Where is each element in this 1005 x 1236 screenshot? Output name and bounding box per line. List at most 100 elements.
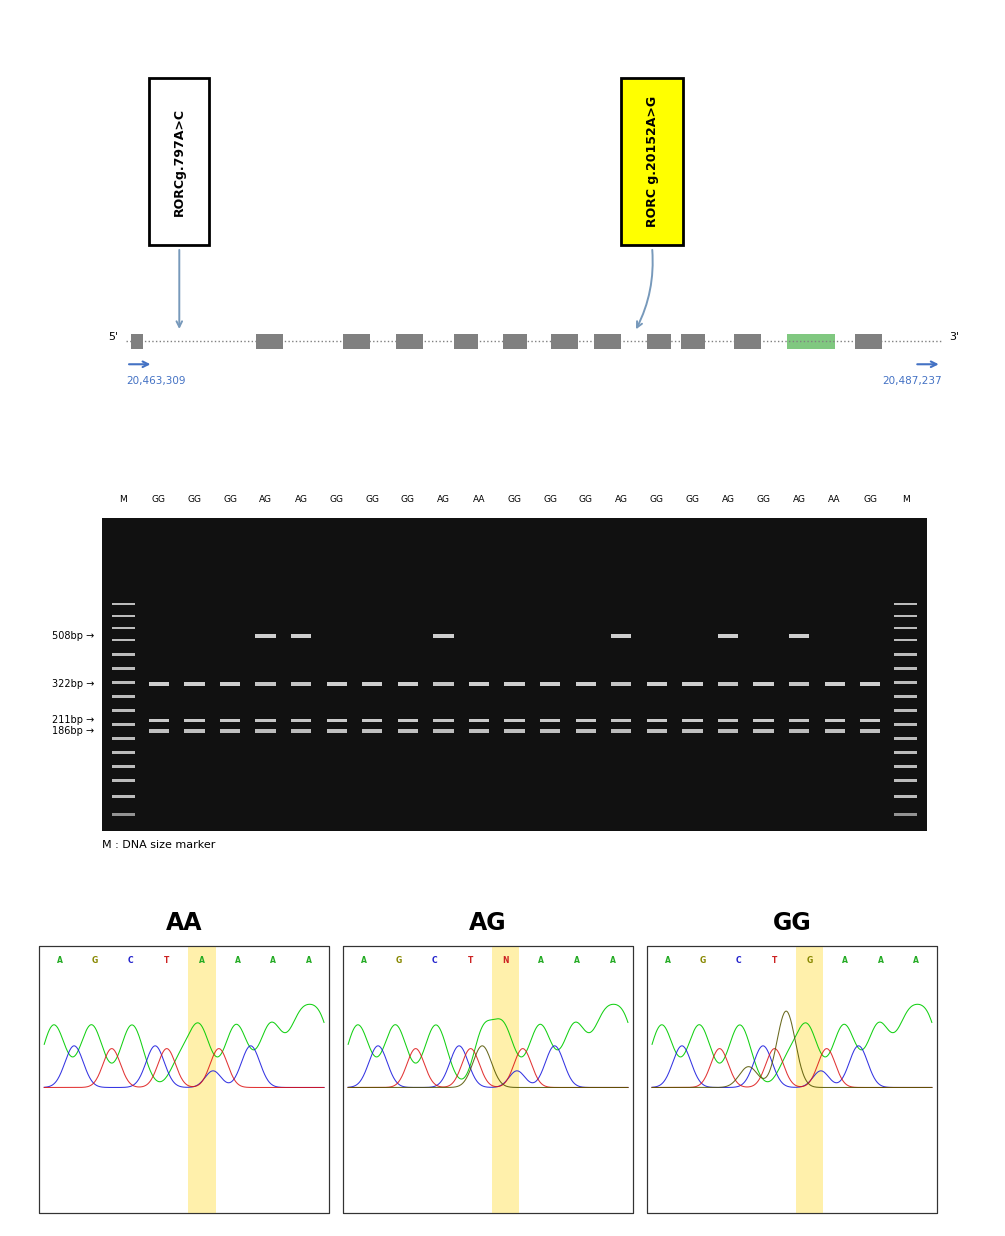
Text: AG: AG [469, 911, 507, 934]
Bar [682, 729, 702, 733]
Bar [647, 334, 671, 350]
Text: 211bp →: 211bp → [52, 716, 94, 726]
Bar [112, 751, 135, 754]
Text: GG: GG [188, 494, 201, 503]
Bar [540, 729, 560, 733]
Text: GG: GG [330, 494, 344, 503]
Text: 508bp →: 508bp → [52, 632, 94, 641]
Text: G: G [92, 957, 98, 965]
Text: AA: AA [166, 911, 202, 934]
Text: AG: AG [259, 494, 272, 503]
Bar [789, 729, 809, 733]
Bar [344, 334, 370, 350]
Bar [860, 682, 880, 686]
Bar [682, 682, 702, 686]
Bar [754, 682, 774, 686]
Bar [576, 682, 596, 686]
Bar [469, 682, 489, 686]
Bar [327, 682, 347, 686]
Bar [646, 718, 667, 722]
Bar [789, 682, 809, 686]
Bar [131, 334, 143, 350]
Bar [362, 682, 383, 686]
Bar [255, 634, 275, 638]
Bar [362, 729, 383, 733]
Text: A: A [199, 957, 205, 965]
Bar [854, 334, 881, 350]
Bar [492, 946, 520, 1213]
Bar [860, 718, 880, 722]
Bar [576, 718, 596, 722]
Bar [112, 681, 135, 684]
Bar [894, 737, 918, 740]
Bar [505, 729, 525, 733]
Bar [454, 334, 478, 350]
Bar [184, 718, 205, 722]
Bar [789, 634, 809, 638]
Bar [611, 682, 631, 686]
Bar [796, 946, 823, 1213]
Bar [112, 653, 135, 655]
Bar [540, 718, 560, 722]
Bar [646, 682, 667, 686]
Bar [112, 779, 135, 782]
Bar [754, 729, 774, 733]
Bar [398, 718, 418, 722]
Bar [894, 813, 918, 816]
Text: A: A [914, 957, 920, 965]
Bar [540, 682, 560, 686]
Bar [255, 682, 275, 686]
Bar [718, 729, 738, 733]
Bar [647, 946, 937, 1213]
Text: GG: GG [685, 494, 699, 503]
Text: A: A [610, 957, 615, 965]
Bar [327, 718, 347, 722]
Bar [894, 639, 918, 641]
Text: GG: GG [401, 494, 415, 503]
Bar [894, 653, 918, 655]
Bar [184, 682, 205, 686]
Bar [112, 614, 135, 618]
Bar [824, 729, 845, 733]
Bar [682, 718, 702, 722]
Bar [611, 729, 631, 733]
Bar [112, 723, 135, 726]
Bar [396, 334, 423, 350]
Bar [894, 614, 918, 618]
Text: A: A [664, 957, 670, 965]
Bar [433, 718, 453, 722]
Bar [103, 518, 927, 831]
Text: A: A [270, 957, 276, 965]
Bar [646, 729, 667, 733]
Text: 186bp →: 186bp → [52, 727, 94, 737]
Bar [112, 627, 135, 629]
Bar [824, 718, 845, 722]
Text: GG: GG [863, 494, 877, 503]
Bar [255, 718, 275, 722]
Text: A: A [842, 957, 848, 965]
Bar [505, 682, 525, 686]
Text: M: M [120, 494, 128, 503]
Bar [112, 737, 135, 740]
Bar [718, 634, 738, 638]
Text: A: A [878, 957, 883, 965]
Bar [220, 718, 240, 722]
Bar [344, 946, 633, 1213]
Bar [894, 723, 918, 726]
Bar [433, 682, 453, 686]
Bar [647, 946, 937, 1213]
Text: AG: AG [294, 494, 308, 503]
Text: N: N [502, 957, 510, 965]
Text: AG: AG [722, 494, 735, 503]
Bar [291, 682, 312, 686]
Bar [860, 729, 880, 733]
Bar [469, 718, 489, 722]
Bar [112, 602, 135, 606]
Text: 20,463,309: 20,463,309 [127, 376, 186, 386]
Bar [894, 795, 918, 798]
Bar [894, 765, 918, 768]
Bar [149, 729, 169, 733]
Text: GG: GG [773, 911, 811, 934]
Bar [894, 681, 918, 684]
Bar [787, 334, 835, 350]
